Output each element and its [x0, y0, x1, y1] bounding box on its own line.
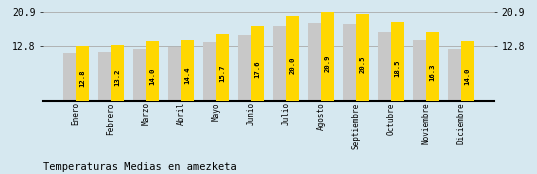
- Bar: [182, 40, 194, 101]
- Text: 20.9: 20.9: [324, 55, 330, 72]
- Bar: [147, 41, 158, 101]
- Bar: [448, 49, 461, 101]
- Bar: [76, 46, 89, 101]
- Bar: [204, 42, 216, 101]
- Bar: [321, 12, 333, 101]
- Bar: [357, 14, 368, 101]
- Text: 18.5: 18.5: [395, 59, 401, 77]
- Bar: [391, 22, 404, 101]
- Bar: [426, 32, 439, 101]
- Bar: [216, 34, 229, 101]
- Bar: [308, 23, 321, 101]
- Bar: [98, 52, 111, 101]
- Bar: [133, 49, 146, 101]
- Bar: [461, 41, 474, 101]
- Text: 13.2: 13.2: [114, 69, 120, 86]
- Bar: [379, 32, 390, 101]
- Text: 20.5: 20.5: [359, 56, 366, 73]
- Bar: [63, 53, 76, 101]
- Text: 16.3: 16.3: [430, 63, 436, 81]
- Bar: [238, 35, 251, 101]
- Bar: [413, 40, 426, 101]
- Text: 14.0: 14.0: [465, 67, 470, 85]
- Text: 12.8: 12.8: [79, 69, 85, 87]
- Bar: [111, 45, 124, 101]
- Text: Temperaturas Medias en amezketa: Temperaturas Medias en amezketa: [43, 162, 237, 172]
- Bar: [343, 24, 355, 101]
- Bar: [251, 26, 264, 101]
- Bar: [169, 47, 180, 101]
- Text: 15.7: 15.7: [220, 64, 226, 82]
- Text: 17.6: 17.6: [255, 61, 260, 78]
- Text: 14.0: 14.0: [149, 67, 156, 85]
- Text: 14.4: 14.4: [185, 66, 191, 84]
- Text: 20.0: 20.0: [289, 56, 295, 74]
- Bar: [286, 16, 299, 101]
- Bar: [273, 26, 286, 101]
